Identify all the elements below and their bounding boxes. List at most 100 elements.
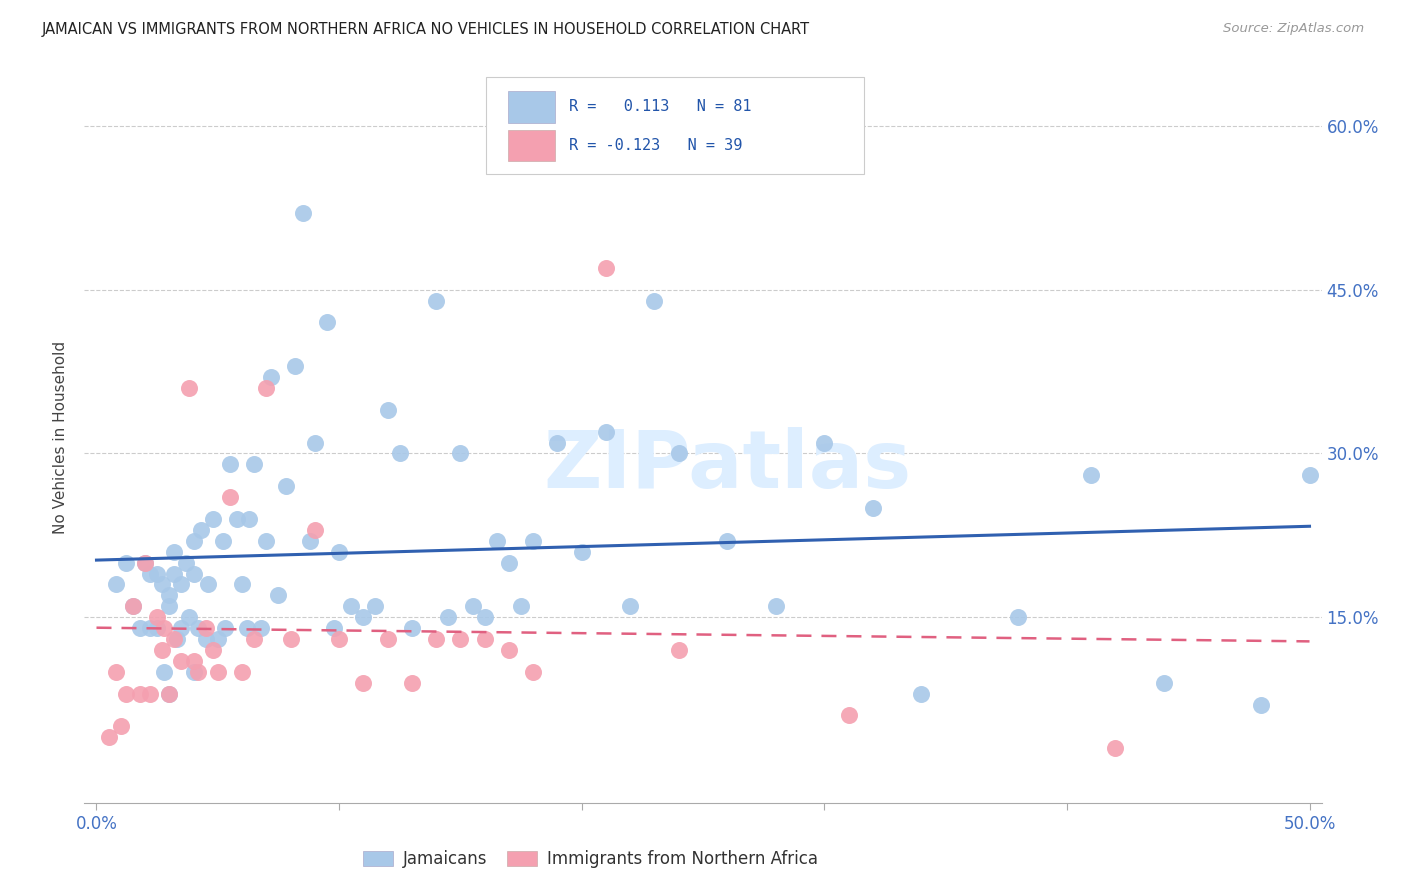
Point xyxy=(207,632,229,646)
Point xyxy=(170,621,193,635)
Point xyxy=(166,632,188,646)
Point xyxy=(163,545,186,559)
Point xyxy=(668,446,690,460)
Point xyxy=(461,599,484,614)
Point xyxy=(510,599,533,614)
Point xyxy=(522,533,544,548)
Point xyxy=(284,359,307,373)
Point xyxy=(250,621,273,635)
Point xyxy=(114,556,136,570)
Text: Source: ZipAtlas.com: Source: ZipAtlas.com xyxy=(1223,22,1364,36)
Point xyxy=(401,621,423,635)
Point xyxy=(267,588,290,602)
Point xyxy=(425,293,447,308)
Point xyxy=(183,654,205,668)
Point xyxy=(425,632,447,646)
Point xyxy=(1104,741,1126,756)
Point xyxy=(177,610,200,624)
Text: ZIPatlas: ZIPatlas xyxy=(544,427,912,506)
Point xyxy=(174,556,197,570)
Point xyxy=(328,632,350,646)
Point xyxy=(183,533,205,548)
Point xyxy=(201,643,224,657)
Point xyxy=(170,654,193,668)
Point xyxy=(274,479,297,493)
Point xyxy=(498,643,520,657)
Point xyxy=(163,566,186,581)
Point xyxy=(474,632,496,646)
Point xyxy=(304,523,326,537)
Point xyxy=(197,577,219,591)
Point xyxy=(910,687,932,701)
Point xyxy=(231,577,253,591)
Point xyxy=(139,687,162,701)
Point xyxy=(498,556,520,570)
Point xyxy=(183,566,205,581)
Point xyxy=(619,599,641,614)
Point xyxy=(1250,698,1272,712)
Point xyxy=(1080,468,1102,483)
Point xyxy=(243,458,266,472)
Point xyxy=(485,533,508,548)
Point xyxy=(139,566,162,581)
Point xyxy=(1298,468,1320,483)
Point xyxy=(437,610,460,624)
Point xyxy=(177,381,200,395)
Point xyxy=(122,599,145,614)
Text: R =   0.113   N = 81: R = 0.113 N = 81 xyxy=(569,99,752,114)
Point xyxy=(304,435,326,450)
Point xyxy=(838,708,860,723)
FancyBboxPatch shape xyxy=(508,130,554,161)
Point xyxy=(316,315,339,329)
Point xyxy=(474,610,496,624)
Point xyxy=(146,566,169,581)
Point xyxy=(401,675,423,690)
Point xyxy=(280,632,302,646)
Point xyxy=(226,512,249,526)
Point xyxy=(187,621,209,635)
FancyBboxPatch shape xyxy=(486,78,863,174)
Point xyxy=(122,599,145,614)
Point xyxy=(104,665,127,679)
Point xyxy=(153,621,176,635)
Point xyxy=(522,665,544,679)
Point xyxy=(157,599,180,614)
Point xyxy=(323,621,346,635)
Point xyxy=(139,621,162,635)
Point xyxy=(114,687,136,701)
Point xyxy=(146,610,169,624)
Point xyxy=(170,577,193,591)
Point xyxy=(298,533,321,548)
Y-axis label: No Vehicles in Household: No Vehicles in Household xyxy=(53,341,69,533)
Point xyxy=(134,556,156,570)
Point xyxy=(352,675,374,690)
Point xyxy=(236,621,259,635)
Point xyxy=(150,577,173,591)
Point xyxy=(595,260,617,275)
Point xyxy=(194,621,217,635)
Point xyxy=(207,665,229,679)
Point xyxy=(219,490,242,504)
Point xyxy=(668,643,690,657)
Point xyxy=(219,458,242,472)
Legend: Jamaicans, Immigrants from Northern Africa: Jamaicans, Immigrants from Northern Afri… xyxy=(356,844,825,875)
Point xyxy=(260,370,283,384)
Point xyxy=(163,632,186,646)
Point xyxy=(201,512,224,526)
Point xyxy=(377,402,399,417)
Point xyxy=(110,719,132,733)
Point xyxy=(364,599,387,614)
Point xyxy=(449,632,471,646)
Point xyxy=(231,665,253,679)
Point xyxy=(862,501,884,516)
Point xyxy=(291,206,314,220)
Point xyxy=(352,610,374,624)
Point xyxy=(254,533,277,548)
Point xyxy=(146,621,169,635)
Point xyxy=(134,556,156,570)
Point xyxy=(716,533,738,548)
Point xyxy=(1007,610,1029,624)
Point xyxy=(238,512,260,526)
Point xyxy=(813,435,835,450)
Point xyxy=(571,545,593,559)
